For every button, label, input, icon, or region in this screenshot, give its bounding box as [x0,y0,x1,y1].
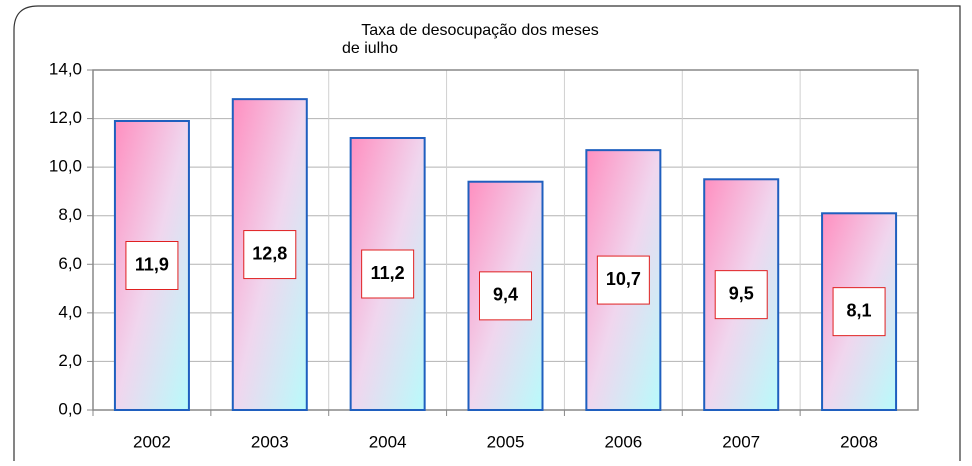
chart-frame [13,5,961,461]
value-label: 9,4 [493,285,518,305]
y-tick-label: 4,0 [58,302,82,321]
value-label: 8,1 [847,300,872,320]
y-tick-label: 0,0 [58,399,82,418]
y-tick-label: 14,0 [49,59,82,78]
value-label: 10,7 [606,269,641,289]
x-tick-label: 2006 [604,432,642,451]
y-tick-label: 10,0 [49,157,82,176]
value-label: 12,8 [252,243,287,263]
value-label: 11,2 [371,263,405,283]
y-tick-label: 2,0 [58,351,82,370]
x-tick-label: 2008 [840,432,878,451]
value-label-box [596,255,650,305]
y-tick-label: 12,0 [49,108,82,127]
chart-title: Taxa de desocupação dos meses [361,22,598,39]
value-label-box [714,270,768,320]
value-label: 11,9 [135,254,169,274]
y-tick-label: 8,0 [58,205,82,224]
plot-area: 0,0 2,0 4,0 6,0 8,0 10,0 12,0 14,0 2002 11,9 2003 1… [49,53,919,451]
value-label-box [361,249,415,299]
value-label-box [125,241,179,290]
value-label-box [832,287,886,337]
x-tick-label: 2004 [369,432,407,451]
x-tick-label: 2007 [722,432,760,451]
value-label-box [243,230,297,280]
x-tick-label: 2003 [251,432,289,451]
value-label-box [479,271,532,321]
x-tick-label: 2002 [133,432,171,451]
value-label: 9,5 [729,283,754,303]
y-tick-label: 6,0 [58,254,82,273]
x-tick-label: 2005 [487,432,525,451]
chart-subtitle: de julho [342,40,398,57]
